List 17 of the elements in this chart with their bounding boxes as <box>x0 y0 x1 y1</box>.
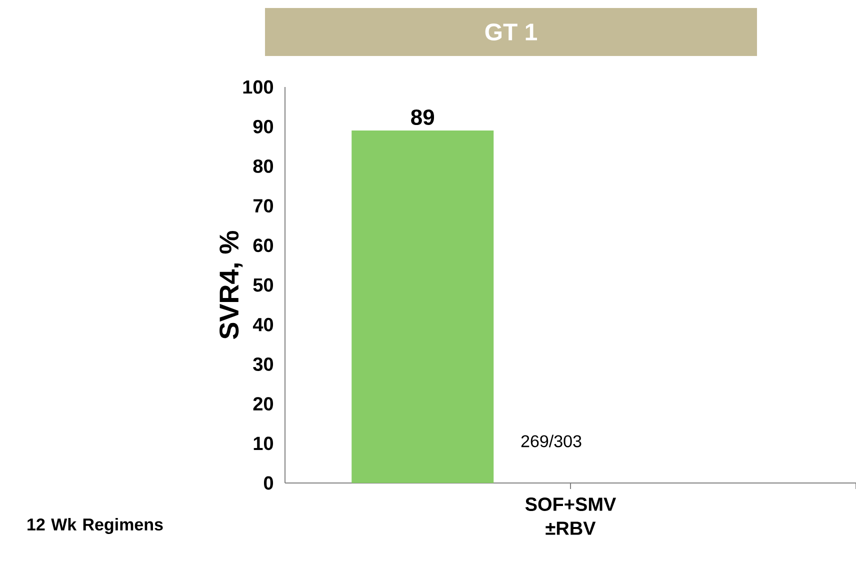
y-tick-label: 70 <box>253 199 274 213</box>
y-tick-label: 10 <box>254 436 274 450</box>
y-tick-label: 20 <box>253 397 274 411</box>
y-tick-label: 80 <box>253 159 274 173</box>
y-tick-label: 100 <box>243 80 274 94</box>
y-axis-title: SVR4, % <box>220 230 243 339</box>
y-tick-label: 50 <box>253 278 274 292</box>
y-tick-label: 40 <box>252 318 274 332</box>
annotation: 269/303 <box>521 434 582 448</box>
text: 12 Wk Regimens <box>28 518 163 534</box>
y-tick-label: 0 <box>264 476 274 490</box>
x-tick-label: SOF+SMV ±RBV <box>525 498 616 535</box>
chart-title: GT 1 <box>485 24 537 40</box>
y-tick-label: 60 <box>253 238 274 252</box>
y-tick-label: 30 <box>253 357 274 371</box>
y-tick-label: 90 <box>253 120 274 134</box>
data-label: 89 <box>411 109 434 126</box>
